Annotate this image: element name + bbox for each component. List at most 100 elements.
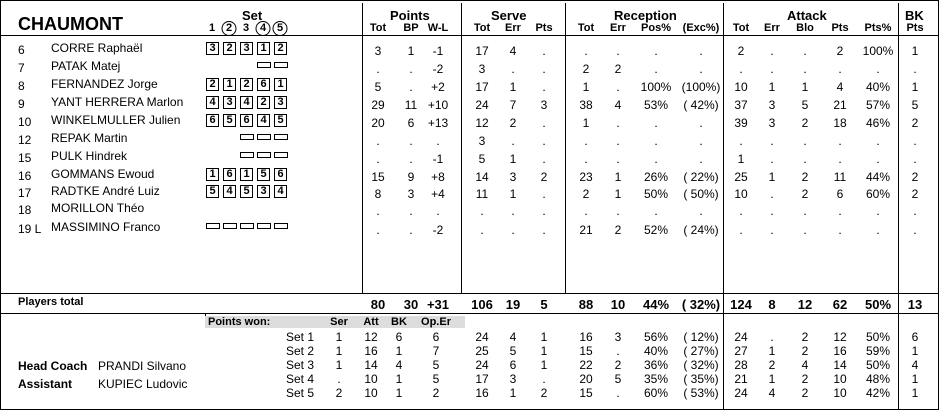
stat-cell: .	[770, 44, 774, 58]
stat-cell: .	[616, 204, 620, 218]
set-stat-cell: 2	[540, 386, 548, 400]
set-number-2: 2	[221, 21, 237, 36]
subheader-4: Err	[505, 22, 521, 34]
stat-cell: .	[803, 204, 807, 218]
player-number: 12	[18, 133, 32, 147]
set-rotation-box: 3	[274, 96, 287, 109]
stat-cell: (100%)	[681, 80, 721, 94]
set-rotation-box: 6	[223, 168, 236, 181]
player-name: YANT HERRERA Marlon	[51, 95, 184, 109]
player-name: PULK Hindrek	[51, 149, 128, 163]
bench-set-box	[257, 134, 271, 140]
total-cell: 44%	[642, 297, 670, 312]
stat-cell: -2	[432, 62, 444, 76]
set-stat-cell: 50%	[865, 330, 891, 344]
subheader-11: Err	[764, 22, 780, 34]
stat-cell: 2	[911, 187, 919, 201]
stat-cell: .	[409, 223, 413, 237]
stat-cell: 39	[734, 116, 748, 130]
set-rotation-box: 6	[206, 114, 219, 127]
stat-cell: ( 50%)	[683, 187, 719, 201]
set-stat-cell: 2	[614, 358, 622, 372]
points-won-cell: 2	[335, 386, 343, 400]
head-coach-name: PRANDI Silvano	[98, 359, 187, 373]
points-won-cell: 5	[432, 372, 440, 386]
stat-cell: 1	[614, 187, 622, 201]
stat-cell: .	[542, 80, 546, 94]
set-stat-cell: 5	[509, 344, 517, 358]
points-won-label: Points won:	[208, 316, 271, 328]
set-stat-cell: 27	[734, 344, 748, 358]
stat-cell: 5	[801, 98, 809, 112]
set-label: Set 3	[286, 358, 315, 372]
stat-cell: 11	[475, 187, 489, 201]
stat-cell: 2	[509, 116, 517, 130]
stat-cell: 11	[404, 98, 418, 112]
subheader-15: Pts	[906, 22, 924, 34]
points-won-header-1: Att	[363, 316, 379, 328]
player-number: 17	[18, 186, 32, 200]
set-rotation-box: 2	[206, 78, 219, 91]
stat-cell: 10	[734, 187, 748, 201]
divider-totals-top	[1, 293, 938, 294]
stat-cell: .	[616, 116, 620, 130]
reception-header: Reception	[614, 8, 677, 23]
set-stat-cell: 35%	[643, 372, 669, 386]
stat-cell: .	[770, 204, 774, 218]
stat-cell: 1	[911, 44, 919, 58]
subheader-14: Pts%	[864, 22, 892, 34]
stat-cell: .	[616, 134, 620, 148]
stat-cell: .	[803, 134, 807, 148]
stat-cell: 1	[509, 187, 517, 201]
stat-cell: .	[699, 134, 703, 148]
total-cell: 124	[730, 297, 752, 312]
subheader-6: Tot	[577, 22, 595, 34]
subheader-7: Err	[610, 22, 626, 34]
stat-cell: 1	[582, 80, 590, 94]
stat-cell: .	[699, 204, 703, 218]
stat-cell: 2	[582, 187, 590, 201]
stat-cell: .	[616, 44, 620, 58]
stat-cell: 21	[579, 223, 593, 237]
points-header: Points	[390, 8, 430, 23]
player-number: 16	[18, 169, 32, 183]
points-won-cell: 10	[364, 372, 378, 386]
set-stat-cell: 22	[579, 358, 593, 372]
stat-cell: 2	[737, 44, 745, 58]
divider-serve-reception	[565, 3, 566, 293]
player-number: 8	[18, 79, 25, 93]
stat-cell: +13	[427, 116, 449, 130]
players-total-label: Players total	[18, 296, 84, 308]
set-rotation-box: 5	[257, 168, 270, 181]
set-stat-cell: 2	[768, 358, 776, 372]
set-number-4: 4	[255, 21, 271, 36]
set-rotation-box: 2	[223, 42, 236, 55]
stat-cell: .	[913, 204, 917, 218]
player-number: 6	[18, 43, 25, 57]
stat-cell: .	[436, 204, 440, 218]
set-stat-cell: 25	[475, 344, 489, 358]
stat-cell: ( 22%)	[683, 170, 719, 184]
set-stat-cell: 2	[801, 330, 809, 344]
set-stat-cell: 16	[579, 330, 593, 344]
stat-cell: .	[584, 204, 588, 218]
set-label: Set 1	[286, 330, 315, 344]
divider-attack-bk	[898, 3, 899, 409]
set-rotation-box: 4	[223, 185, 236, 198]
set-stat-cell: ( 53%)	[683, 386, 719, 400]
bench-set-box	[240, 223, 254, 229]
set-stat-cell: 1	[509, 386, 517, 400]
set-rotation-box: 1	[274, 78, 287, 91]
player-name: MASSIMINO Franco	[51, 220, 161, 234]
stat-cell: 1	[737, 152, 745, 166]
stat-cell: .	[511, 204, 515, 218]
set-rotation-box: 3	[206, 42, 219, 55]
stat-cell: .	[542, 152, 546, 166]
points-won-cell: .	[337, 372, 341, 386]
stat-cell: +2	[431, 80, 445, 94]
stat-cell: .	[913, 134, 917, 148]
stat-cell: .	[770, 223, 774, 237]
stat-cell: 25	[734, 170, 748, 184]
total-cell: 13	[907, 297, 923, 312]
stat-cell: .	[409, 204, 413, 218]
